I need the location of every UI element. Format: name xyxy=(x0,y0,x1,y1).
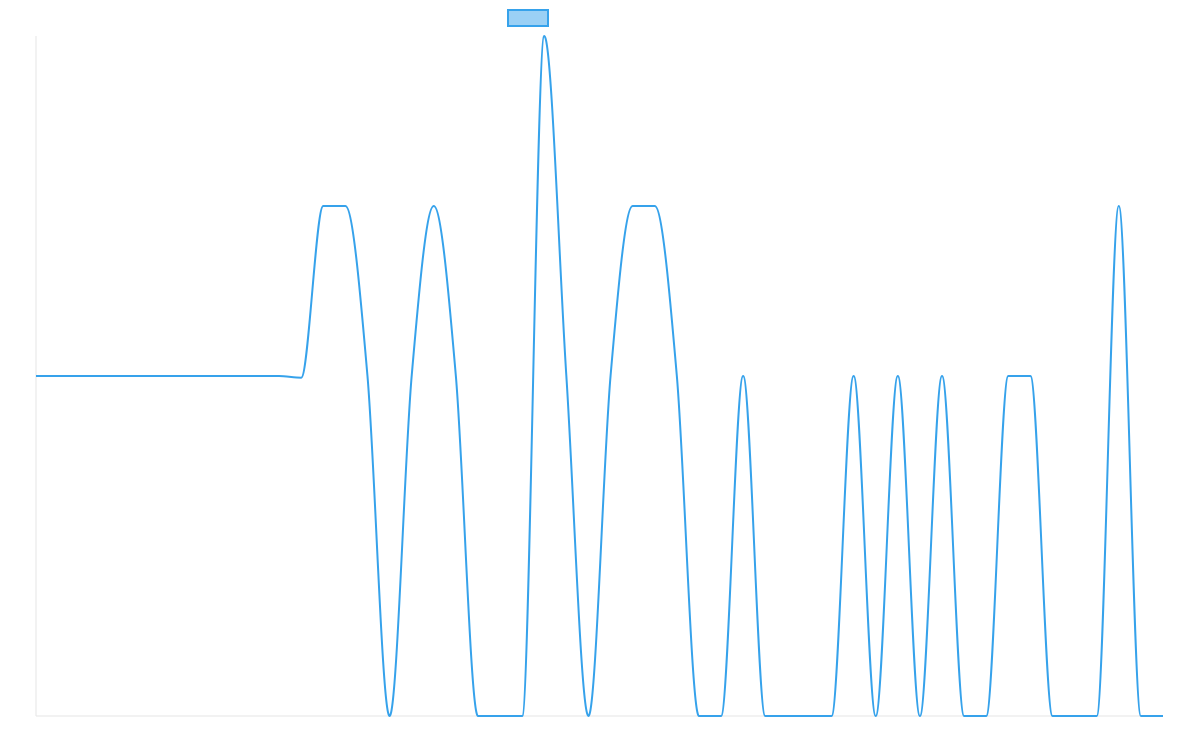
data-point[interactable] xyxy=(983,713,989,719)
data-point[interactable] xyxy=(166,373,172,379)
data-point[interactable] xyxy=(387,713,393,719)
data-point[interactable] xyxy=(806,713,812,719)
data-point[interactable] xyxy=(33,373,39,379)
series-line-0 xyxy=(36,35,1163,717)
data-point[interactable] xyxy=(630,203,636,209)
legend xyxy=(507,9,549,27)
series-layer xyxy=(33,33,1166,719)
data-point[interactable] xyxy=(563,373,569,379)
data-point[interactable] xyxy=(1005,373,1011,379)
data-point[interactable] xyxy=(1094,713,1100,719)
data-point[interactable] xyxy=(364,373,370,379)
data-point[interactable] xyxy=(1116,203,1122,209)
data-point[interactable] xyxy=(77,373,83,379)
data-point[interactable] xyxy=(143,373,149,379)
data-point[interactable] xyxy=(298,375,304,381)
data-point[interactable] xyxy=(409,373,415,379)
data-point[interactable] xyxy=(939,373,945,379)
data-point[interactable] xyxy=(696,713,702,719)
data-point[interactable] xyxy=(541,33,547,39)
data-point[interactable] xyxy=(1072,713,1078,719)
data-point[interactable] xyxy=(1050,713,1056,719)
data-point[interactable] xyxy=(210,373,216,379)
data-point[interactable] xyxy=(1027,373,1033,379)
data-point[interactable] xyxy=(188,373,194,379)
data-point[interactable] xyxy=(519,713,525,719)
data-point[interactable] xyxy=(585,713,591,719)
data-point[interactable] xyxy=(873,713,879,719)
data-point[interactable] xyxy=(961,713,967,719)
data-point[interactable] xyxy=(320,203,326,209)
data-point[interactable] xyxy=(55,373,61,379)
data-point[interactable] xyxy=(497,713,503,719)
data-point[interactable] xyxy=(1160,713,1166,719)
data-point[interactable] xyxy=(917,713,923,719)
data-point[interactable] xyxy=(762,713,768,719)
data-point[interactable] xyxy=(254,373,260,379)
data-point[interactable] xyxy=(895,373,901,379)
legend-swatch[interactable] xyxy=(507,9,549,27)
data-point[interactable] xyxy=(608,373,614,379)
data-point[interactable] xyxy=(453,373,459,379)
data-point[interactable] xyxy=(829,713,835,719)
data-point[interactable] xyxy=(784,713,790,719)
data-point[interactable] xyxy=(674,373,680,379)
data-point[interactable] xyxy=(342,203,348,209)
data-point[interactable] xyxy=(276,373,282,379)
data-point[interactable] xyxy=(232,373,238,379)
data-point[interactable] xyxy=(652,203,658,209)
data-point[interactable] xyxy=(431,203,437,209)
data-point[interactable] xyxy=(1138,713,1144,719)
data-point[interactable] xyxy=(740,373,746,379)
data-point[interactable] xyxy=(121,373,127,379)
data-point[interactable] xyxy=(99,373,105,379)
data-point[interactable] xyxy=(718,713,724,719)
data-point[interactable] xyxy=(851,373,857,379)
data-point[interactable] xyxy=(475,713,481,719)
